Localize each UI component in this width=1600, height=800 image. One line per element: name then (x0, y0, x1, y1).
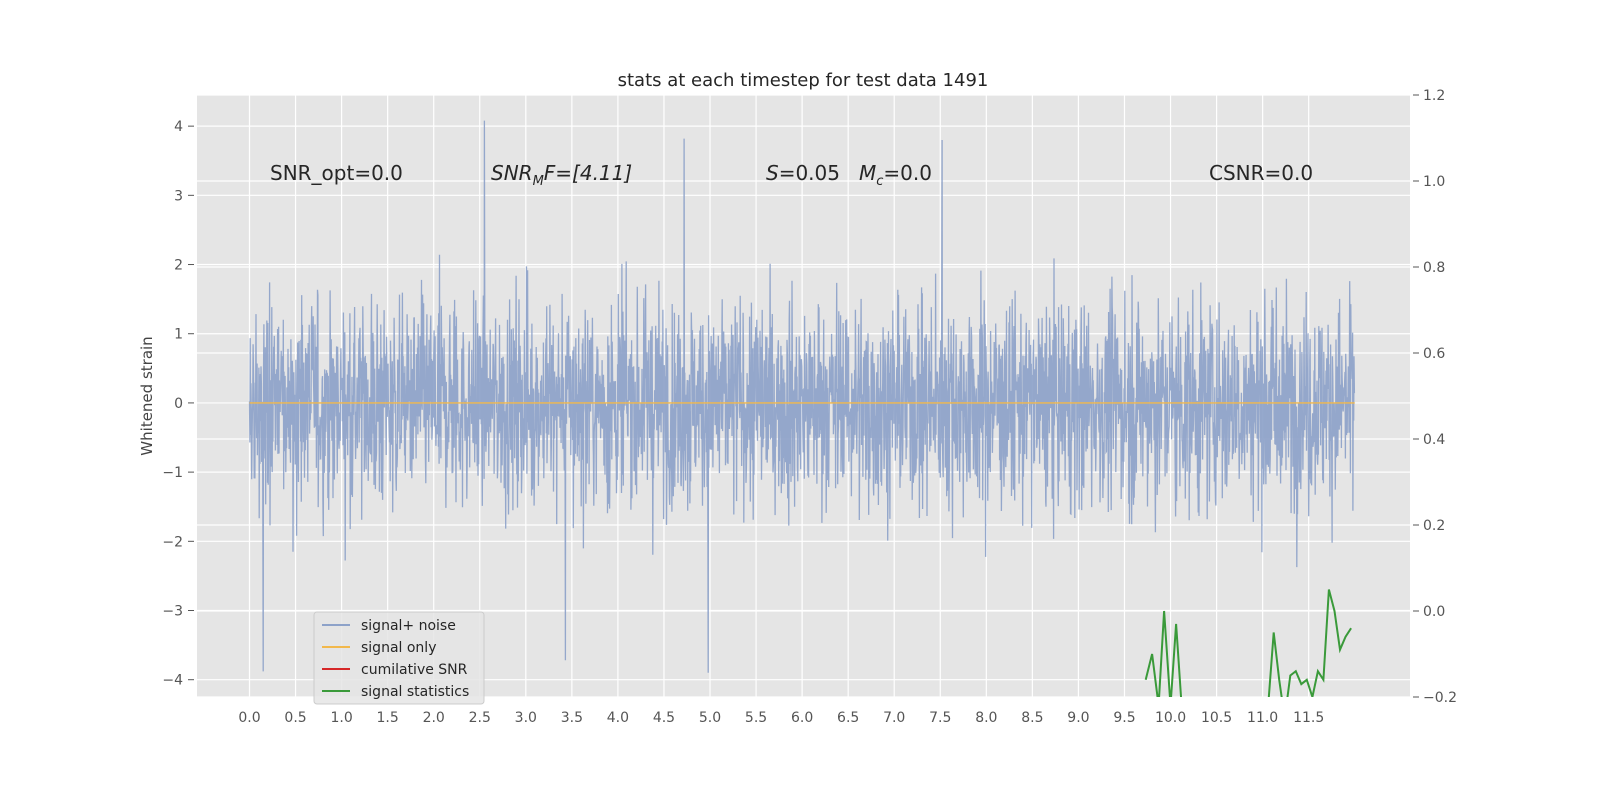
annotation-mc: Mc=0.0 (859, 161, 932, 189)
y2-tick-label: −0.2 (1423, 690, 1457, 706)
x-tick-label: 2.5 (469, 710, 491, 726)
y-tick-label: 1 (174, 327, 183, 343)
chart-title: stats at each timestep for test data 149… (618, 70, 989, 91)
x-tick-label: 0.0 (238, 710, 260, 726)
x-tick-label: 0.5 (284, 710, 306, 726)
x-tick-label: 9.0 (1067, 710, 1089, 726)
x-tick-label: 3.5 (561, 710, 583, 726)
x-tick-label: 7.5 (929, 710, 951, 726)
line-signal-statistics-0 (1144, 610, 1183, 697)
line-signal-noise (248, 120, 1356, 673)
y-axis-left: 4 3 2 1 0 −1 −2 −3 −4 (162, 119, 194, 689)
y-tick-label: −3 (162, 604, 183, 620)
annotation-snr-mf: SNRMF=[4.11] (491, 161, 632, 189)
legend-label-signal-only: signal only (361, 640, 436, 656)
y-tick-label: −1 (162, 465, 183, 481)
y2-tick-label: 1.0 (1423, 174, 1445, 190)
legend-label-signal-statistics: signal statistics (361, 684, 469, 700)
annotations: SNR_opt=0.0 SNRMF=[4.11] S=0.05 Mc=0.0 C… (270, 161, 1313, 189)
x-tick-label: 7.0 (883, 710, 905, 726)
x-tick-label: 1.0 (330, 710, 352, 726)
y2-tick-label: 0.0 (1423, 604, 1445, 620)
x-tick-label: 11.0 (1247, 710, 1278, 726)
annotation-s: S=0.05 (766, 161, 840, 185)
x-tick-label: 8.0 (975, 710, 997, 726)
series-signal-statistics (1144, 589, 1352, 697)
x-tick-label: 3.0 (515, 710, 537, 726)
x-tick-label: 8.5 (1021, 710, 1043, 726)
x-tick-label: 6.5 (837, 710, 859, 726)
x-tick-label: 5.0 (699, 710, 721, 726)
x-tick-label: 10.5 (1201, 710, 1232, 726)
x-tick-label: 2.0 (423, 710, 445, 726)
y2-tick-label: 0.2 (1423, 518, 1445, 534)
line-signal-statistics-1 (1267, 589, 1352, 697)
series-signal-noise (248, 120, 1356, 673)
x-tick-label: 4.5 (653, 710, 675, 726)
y2-tick-label: 1.2 (1423, 88, 1445, 104)
legend-label-signal-noise: signal+ noise (361, 618, 456, 634)
y-tick-label: 0 (174, 396, 183, 412)
x-tick-label: 11.5 (1293, 710, 1324, 726)
y-tick-label: −2 (162, 534, 183, 550)
x-tick-label: 9.5 (1113, 710, 1135, 726)
y-tick-label: 4 (174, 119, 183, 135)
y2-tick-label: 0.6 (1423, 346, 1445, 362)
legend-box (313, 611, 485, 705)
y2-tick-label: 0.4 (1423, 432, 1445, 448)
x-tick-label: 1.5 (377, 710, 399, 726)
x-tick-label: 5.5 (745, 710, 767, 726)
y2-tick-label: 0.8 (1423, 260, 1445, 276)
y-axis-label: Whitened strain (138, 336, 156, 455)
y-tick-label: −4 (162, 673, 183, 689)
x-tick-label: 6.0 (791, 710, 813, 726)
x-tick-label: 4.0 (607, 710, 629, 726)
legend-label-cumulative-snr: cumilative SNR (361, 662, 468, 678)
annotation-csnr: CSNR=0.0 (1209, 161, 1313, 185)
x-axis: 0.0 0.5 1.0 1.5 2.0 2.5 3.0 3.5 4.0 4.5 5.0 5.5 6.0 6… (238, 710, 1324, 726)
legend: signal+ noise signal only cumilative SNR… (313, 611, 485, 705)
y-tick-label: 3 (174, 188, 183, 204)
y-tick-label: 2 (174, 258, 183, 274)
annotation-snr-opt: SNR_opt=0.0 (270, 161, 403, 185)
y-axis-right: 1.2 1.0 0.8 0.6 0.4 0.2 0.0 −0.2 (1413, 88, 1457, 706)
x-tick-label: 10.0 (1155, 710, 1186, 726)
